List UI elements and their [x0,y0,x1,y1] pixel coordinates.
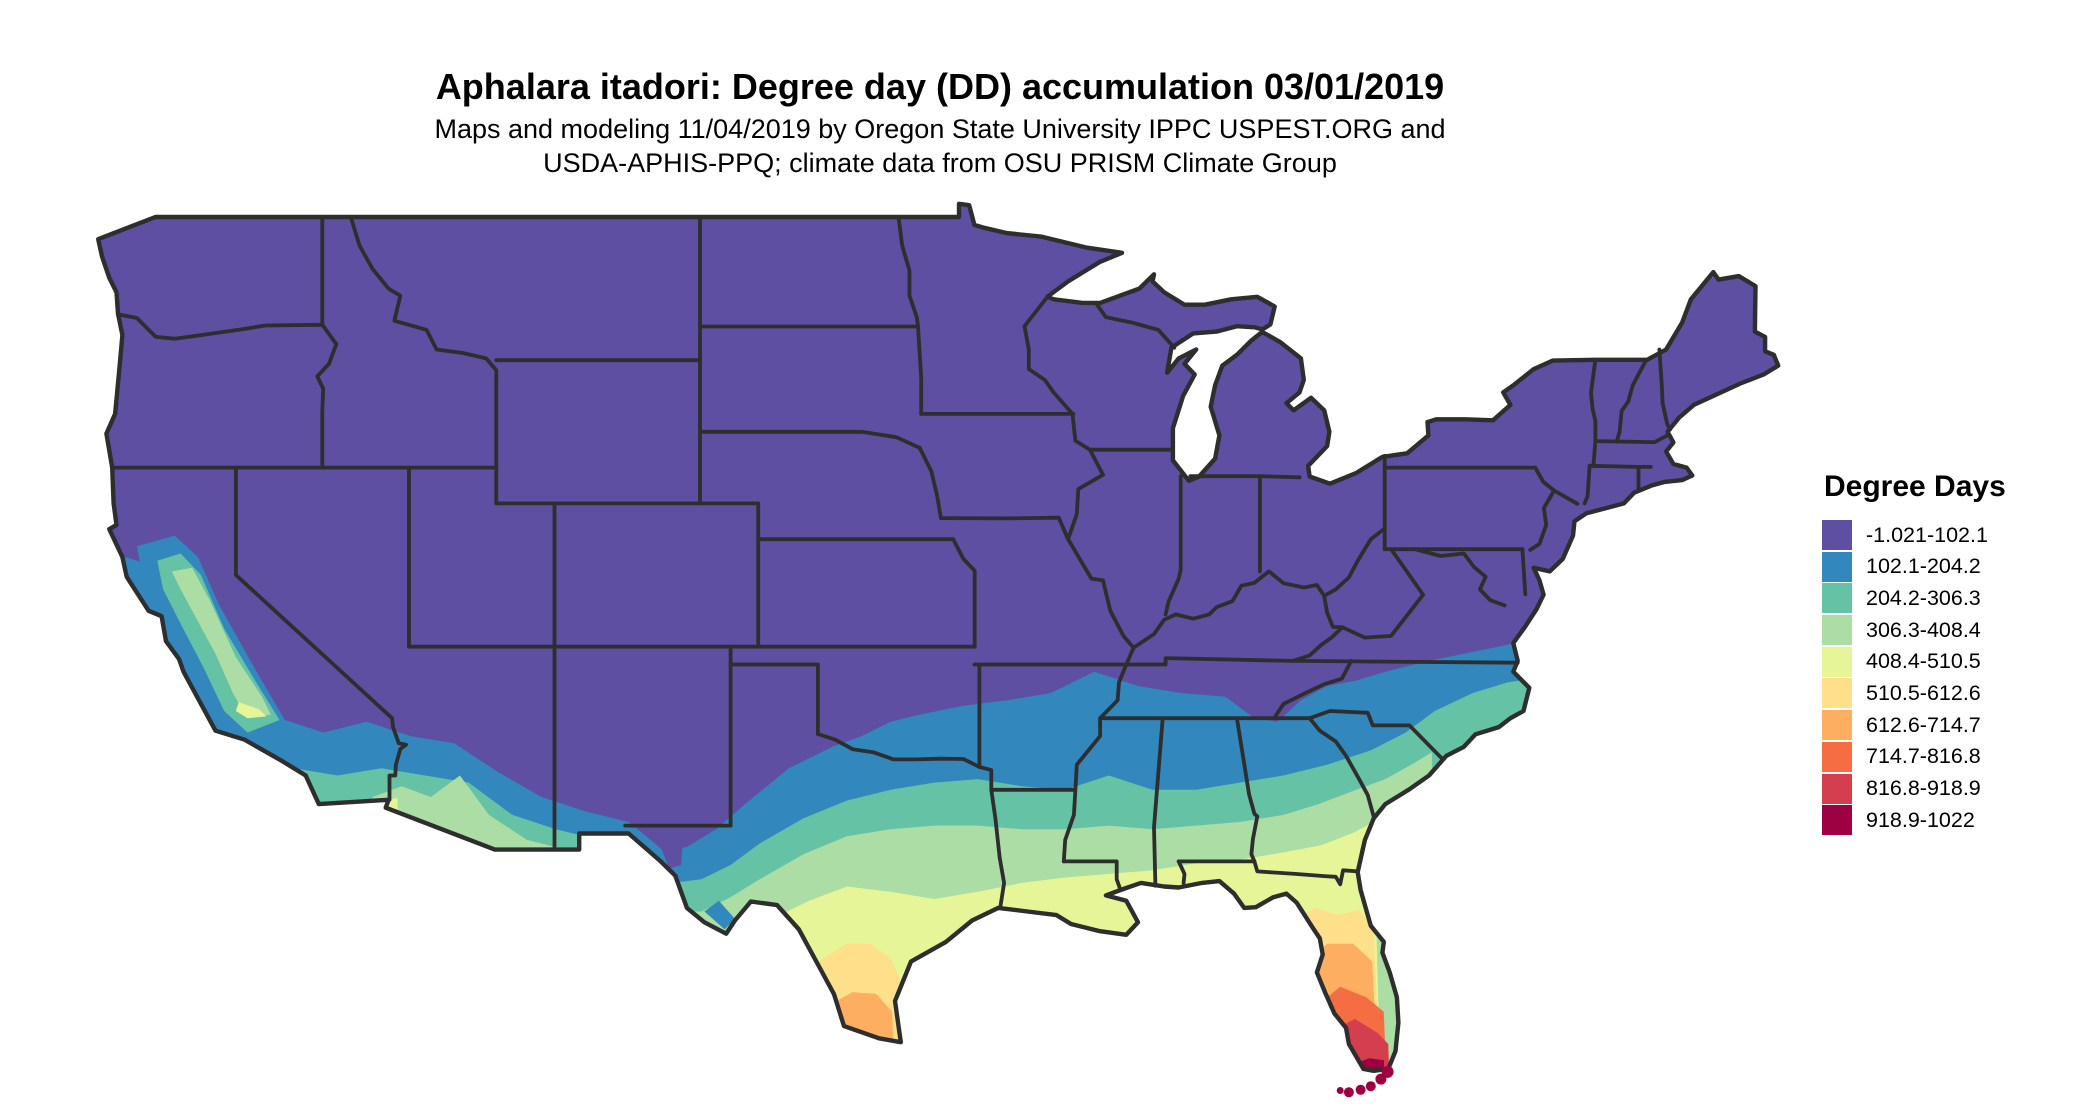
legend-label: 306.3-408.4 [1866,617,1981,642]
legend-swatch [1822,678,1852,709]
legend-swatch [1822,520,1852,550]
legend-label: 714.7-816.8 [1866,744,1981,769]
legend-label: 918.9-1022 [1866,807,1975,832]
legend-row: 612.6-714.7 [1822,710,2092,741]
map-subtitle-line1: Maps and modeling 11/04/2019 by Oregon S… [434,114,1446,144]
legend-label: 408.4-510.5 [1866,649,1981,674]
legend-label: 510.5-612.6 [1866,680,1981,705]
map-subtitle-line2: USDA-APHIS-PPQ; climate data from OSU PR… [543,148,1337,178]
legend-row: 918.9-1022 [1822,805,2092,836]
legend-row: 408.4-510.5 [1822,646,2092,677]
legend-label: 612.6-714.7 [1866,712,1981,737]
legend-row: 306.3-408.4 [1822,615,2092,646]
legend: Degree Days -1.021-102.1 102.1-204.2 204.2… [1822,470,2092,836]
legend-swatch [1822,615,1852,646]
legend-row: 816.8-918.9 [1822,773,2092,804]
legend-row: 204.2-306.3 [1822,583,2092,614]
legend-row: -1.021-102.1 [1822,520,2092,550]
legend-swatch [1822,773,1852,804]
legend-swatch [1822,710,1852,741]
legend-label: 816.8-918.9 [1866,776,1981,800]
legend-swatch [1822,646,1852,677]
legend-row: 510.5-612.6 [1822,678,2092,709]
legend-label: 204.2-306.3 [1866,585,1981,610]
legend-swatch [1822,805,1852,836]
legend-row: 714.7-816.8 [1822,741,2092,772]
legend-swatch [1822,583,1852,614]
legend-title: Degree Days [1824,470,2006,503]
legend-row: 102.1-204.2 [1822,551,2092,582]
legend-label: 102.1-204.2 [1866,554,1981,579]
legend-swatch [1822,551,1852,582]
map-title: Aphalara itadori: Degree day (DD) accumu… [435,66,1445,107]
legend-rows: -1.021-102.1 102.1-204.2 204.2-306.3 306.3-… [1822,520,2092,836]
legend-label: -1.021-102.1 [1866,522,1988,547]
legend-swatch [1822,741,1852,772]
map-subtitle: Maps and modeling 11/04/2019 by Oregon S… [0,112,1880,180]
